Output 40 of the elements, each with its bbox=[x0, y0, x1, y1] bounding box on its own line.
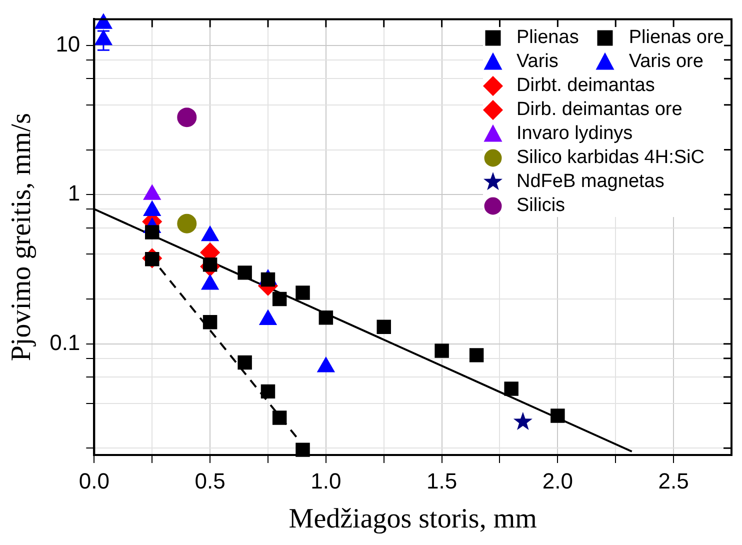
point bbox=[504, 382, 518, 396]
point bbox=[238, 266, 252, 280]
point bbox=[296, 442, 310, 457]
point bbox=[376, 320, 391, 334]
point bbox=[272, 292, 287, 306]
x-tick-label: 2.5 bbox=[658, 468, 689, 494]
point bbox=[513, 412, 532, 430]
point bbox=[177, 108, 197, 128]
point bbox=[469, 348, 484, 362]
point bbox=[260, 384, 276, 399]
x-tick-label: 0.5 bbox=[194, 468, 226, 494]
legend-label: Dirbt. deimantas bbox=[516, 75, 655, 98]
legend-label: Plienas ore bbox=[628, 27, 724, 50]
legend-label: Plienas bbox=[516, 27, 579, 50]
legend-label: Varis bbox=[516, 51, 558, 74]
point bbox=[434, 344, 449, 358]
legend-label: Invaro lydinys bbox=[516, 123, 633, 146]
point bbox=[177, 214, 197, 234]
point bbox=[318, 310, 334, 325]
x-tick-label: 1.5 bbox=[426, 468, 458, 494]
y-tick-label: 1 bbox=[68, 180, 80, 206]
x-axis-title: Medžiagos storis, mm bbox=[288, 504, 538, 535]
y-tick-label: 10 bbox=[56, 32, 80, 57]
legend-label: NdFeB magnetas bbox=[516, 171, 664, 194]
point bbox=[202, 314, 218, 330]
legend-label: Silicis bbox=[516, 195, 566, 218]
point bbox=[238, 355, 252, 370]
legend-label: Silico karbidas 4H:SiC bbox=[516, 147, 704, 170]
point bbox=[202, 257, 218, 272]
legend-label: Varis ore bbox=[628, 51, 704, 74]
legend-label: Dirb. deimantas ore bbox=[516, 99, 682, 122]
y-axis-title: Pjovimo greitis, mm/s bbox=[6, 113, 38, 362]
x-tick-label: 0.0 bbox=[78, 468, 110, 494]
x-tick-label: 1.0 bbox=[310, 468, 342, 494]
point bbox=[550, 408, 565, 423]
y-tick-label: 0.1 bbox=[50, 330, 80, 355]
point bbox=[296, 286, 310, 300]
point bbox=[272, 410, 287, 425]
x-tick-label: 2.0 bbox=[542, 468, 573, 494]
point bbox=[260, 272, 276, 287]
